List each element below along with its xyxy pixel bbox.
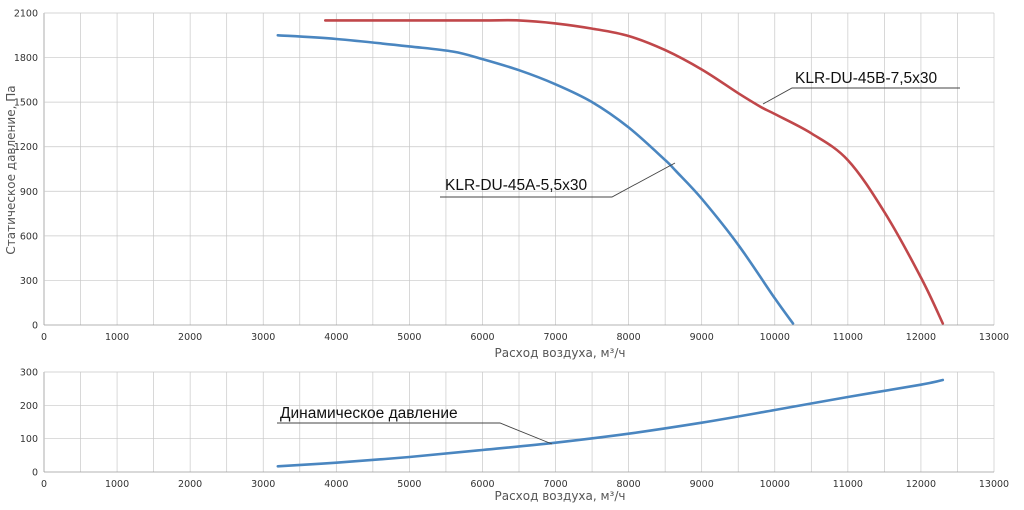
y-tick-label: 200 [20, 401, 38, 412]
y-axis-title: Статическое давление, Па [4, 85, 18, 254]
y-tick-label: 900 [20, 187, 38, 198]
x-tick-label: 5000 [397, 479, 421, 490]
series-lines [276, 378, 945, 468]
static-pressure-chart: 0 1000 2000 3000 4000 5000 6000 7000 8000 9000 100… [4, 9, 1009, 361]
x-tick-label: 5000 [397, 332, 421, 343]
x-tick-label: 13000 [979, 332, 1009, 343]
y-tick-label: 100 [20, 434, 38, 445]
x-axis-title: Расход воздуха, м³/ч [494, 489, 625, 503]
y-tick-labels: 0 300 600 900 1200 1500 1800 2100 [14, 9, 38, 332]
x-tick-label: 3000 [251, 332, 275, 343]
x-tick-label: 7000 [543, 479, 567, 490]
y-tick-labels: 0 100 200 300 [20, 368, 38, 479]
x-tick-label: 11000 [833, 332, 863, 343]
dynamic-pressure-chart: 0 1000 2000 3000 4000 5000 6000 7000 8000 9000 100… [20, 368, 1009, 504]
x-tick-label: 12000 [906, 479, 936, 490]
x-tick-label: 1000 [105, 479, 129, 490]
x-tick-label: 9000 [690, 479, 714, 490]
series-label-45a: KLR-DU-45A-5,5x30 [445, 177, 588, 194]
x-tick-label: 0 [41, 332, 47, 343]
x-tick-label: 10000 [760, 479, 790, 490]
grid-lines [43, 371, 995, 473]
x-tick-label: 8000 [617, 332, 641, 343]
x-tick-label: 13000 [979, 479, 1009, 490]
series-label-dynamic: Динамическое давление [280, 405, 458, 422]
x-axis-title: Расход воздуха, м³/ч [494, 346, 625, 360]
y-tick-label: 0 [32, 321, 38, 332]
y-tick-label: 300 [20, 368, 38, 379]
y-tick-label: 1500 [14, 98, 38, 109]
y-tick-label: 1200 [14, 142, 38, 153]
x-tick-label: 10000 [760, 332, 790, 343]
series-lines [276, 18, 945, 325]
x-tick-label: 4000 [324, 479, 348, 490]
x-tick-label: 2000 [178, 332, 202, 343]
y-tick-label: 1800 [14, 53, 38, 64]
x-tick-label: 0 [41, 479, 47, 490]
y-tick-label: 2100 [14, 9, 38, 20]
label-leader-45a [440, 162, 676, 198]
x-tick-label: 11000 [833, 479, 863, 490]
x-tick-label: 4000 [324, 332, 348, 343]
y-tick-label: 300 [20, 276, 38, 287]
x-tick-labels: 0 1000 2000 3000 4000 5000 6000 7000 8000 9000 100… [41, 479, 1009, 490]
x-tick-label: 7000 [543, 332, 567, 343]
series-line-dynamic [276, 378, 945, 468]
grid-lines [43, 12, 995, 326]
y-tick-label: 0 [32, 468, 38, 479]
x-tick-label: 3000 [251, 479, 275, 490]
y-tick-label: 600 [20, 231, 38, 242]
x-tick-label: 12000 [906, 332, 936, 343]
label-leader-dynamic [277, 422, 553, 445]
series-line-45a [276, 34, 795, 325]
label-leader-45b [762, 87, 960, 105]
x-tick-label: 9000 [690, 332, 714, 343]
x-tick-label: 6000 [470, 332, 494, 343]
series-label-45b: KLR-DU-45B-7,5x30 [795, 70, 938, 87]
x-tick-label: 6000 [470, 479, 494, 490]
x-tick-label: 2000 [178, 479, 202, 490]
x-tick-labels: 0 1000 2000 3000 4000 5000 6000 7000 8000 9000 100… [41, 332, 1009, 343]
x-tick-label: 1000 [105, 332, 129, 343]
x-tick-label: 8000 [617, 479, 641, 490]
series-line-45b [324, 18, 945, 325]
